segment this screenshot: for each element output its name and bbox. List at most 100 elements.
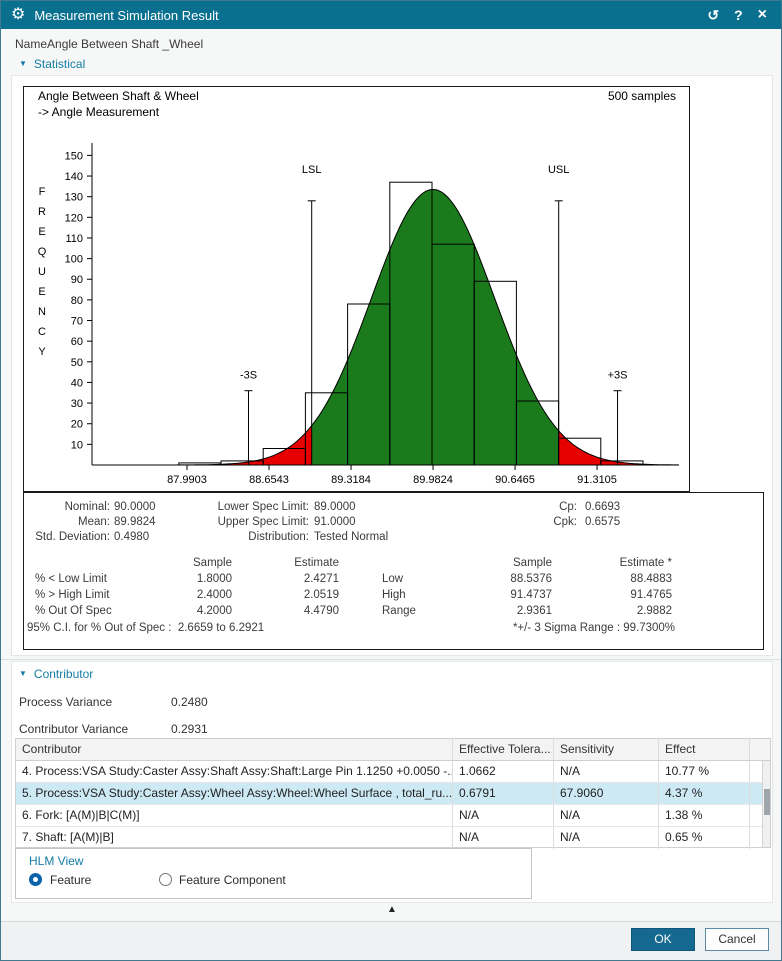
radio-feature-component-label[interactable]: Feature Component <box>179 873 286 887</box>
svg-text:R: R <box>38 206 46 218</box>
svg-text:N: N <box>38 306 46 318</box>
effective-tolerance: 1.0662 <box>453 761 554 782</box>
effect: 4.37 % <box>659 783 750 804</box>
ok-button[interactable]: OK <box>631 928 695 951</box>
contributor-variance-label: Contributor Variance <box>19 722 129 736</box>
svg-text:89.3184: 89.3184 <box>331 474 371 486</box>
cell: 2.9882 <box>636 605 672 617</box>
svg-text:70: 70 <box>71 316 83 328</box>
svg-text:120: 120 <box>65 212 83 224</box>
confidence-interval-line: 95% C.I. for % Out of Spec : 2.6659 to 6… <box>27 622 265 634</box>
svg-text:U: U <box>38 266 46 278</box>
svg-text:130: 130 <box>65 192 83 204</box>
stat-label: Upper Spec Limit: <box>217 516 309 528</box>
svg-text:80: 80 <box>71 295 83 307</box>
svg-text:USL: USL <box>548 164 569 176</box>
stat-value: 0.6693 <box>585 501 621 513</box>
help-icon[interactable]: ? <box>734 7 743 23</box>
col-header-effect[interactable]: Effect <box>659 739 750 760</box>
section-header-contributor[interactable]: ▼ Contributor <box>19 667 93 681</box>
svg-text:91.3105: 91.3105 <box>577 474 617 486</box>
stat-label: Distribution: <box>248 531 309 543</box>
dialog-title: Measurement Simulation Result <box>34 7 219 23</box>
cancel-button[interactable]: Cancel <box>705 928 769 951</box>
svg-text:-> Angle Measurement: -> Angle Measurement <box>38 105 160 119</box>
svg-text:20: 20 <box>71 419 83 431</box>
svg-text:40: 40 <box>71 377 83 389</box>
svg-text:50: 50 <box>71 357 83 369</box>
svg-text:90: 90 <box>71 274 83 286</box>
scrollbar-thumb[interactable] <box>764 789 770 815</box>
cell: 91.4765 <box>630 589 672 601</box>
radio-feature[interactable] <box>29 873 42 886</box>
table-row[interactable]: 7. Shaft: [A(M)|B] N/A N/A 0.65 % <box>16 827 770 849</box>
col-header: Estimate <box>294 557 339 569</box>
footer: OK Cancel <box>1 922 781 960</box>
row-label: High <box>382 589 406 601</box>
stat-value: 89.9824 <box>114 516 156 528</box>
table-scrollbar[interactable] <box>762 761 770 847</box>
measurement-name-label: NameAngle Between Shaft _Wheel <box>15 37 204 51</box>
svg-text:Q: Q <box>38 246 47 258</box>
col-header-effective-tolerance[interactable]: Effective Tolera... <box>453 739 554 760</box>
table-row-selected[interactable]: 5. Process:VSA Study:Caster Assy:Wheel A… <box>16 783 770 805</box>
collapse-caret-icon: ▼ <box>19 59 27 68</box>
effect: 0.65 % <box>659 827 750 849</box>
col-header: Sample <box>513 557 552 569</box>
svg-text:150: 150 <box>65 150 83 162</box>
radio-feature-label[interactable]: Feature <box>50 873 92 887</box>
contributor-table: Contributor Effective Tolera... Sensitiv… <box>15 738 771 849</box>
stat-value: 89.0000 <box>314 501 356 513</box>
sensitivity: 67.9060 <box>554 783 659 804</box>
stat-value: 91.0000 <box>314 516 356 528</box>
effective-tolerance: N/A <box>453 827 554 849</box>
section-separator <box>1 659 781 660</box>
reset-icon[interactable]: ↺ <box>707 7 720 23</box>
stat-label: Mean: <box>78 516 110 528</box>
process-variance-label: Process Variance <box>19 695 113 709</box>
hlm-view-label: HLM View <box>29 854 84 868</box>
close-icon[interactable]: × <box>757 6 767 23</box>
effective-tolerance: 0.6791 <box>453 783 554 804</box>
svg-text:Y: Y <box>38 346 46 358</box>
contributor-name: 6. Fork: [A(M)|B|C(M)] <box>16 805 453 826</box>
col-header: Sample <box>193 557 232 569</box>
row-label: Range <box>382 605 416 617</box>
svg-text:90.6465: 90.6465 <box>495 474 535 486</box>
effect: 10.77 % <box>659 761 750 782</box>
table-row[interactable]: 4. Process:VSA Study:Caster Assy:Shaft A… <box>16 761 770 783</box>
sensitivity: N/A <box>554 827 659 849</box>
stat-value: Tested Normal <box>314 531 389 543</box>
gear-icon: ⚙ <box>11 6 26 23</box>
dialog-collapse-arrow[interactable]: ▲ <box>387 904 397 915</box>
statistics-summary: Nominal: 90.0000 Mean: 89.9824 Std. Devi… <box>23 492 764 650</box>
histogram-chart: 10 20 30 40 50 60 70 80 90 100 110 120 130 140 150 F R E Q… <box>23 86 690 492</box>
radio-feature-component[interactable] <box>159 873 172 886</box>
titlebar: ⚙ Measurement Simulation Result ↺ ? × <box>1 1 781 29</box>
svg-text:140: 140 <box>65 171 83 183</box>
hlm-view-group: HLM View Feature Feature Component <box>15 848 532 899</box>
svg-text:100: 100 <box>65 254 83 266</box>
col-header-sensitivity[interactable]: Sensitivity <box>554 739 659 760</box>
svg-text:-3S: -3S <box>240 370 257 382</box>
svg-text:60: 60 <box>71 336 83 348</box>
cell: 88.4883 <box>630 573 672 585</box>
table-row[interactable]: 6. Fork: [A(M)|B|C(M)] N/A N/A 1.38 % <box>16 805 770 827</box>
row-label: % Out Of Spec <box>35 605 112 617</box>
svg-text:C: C <box>38 326 46 338</box>
row-label: Low <box>382 573 404 585</box>
cell: 4.4790 <box>303 605 339 617</box>
cell: 2.0519 <box>303 589 339 601</box>
svg-text:89.9824: 89.9824 <box>413 474 453 486</box>
cell: 2.4000 <box>196 589 232 601</box>
effective-tolerance: N/A <box>453 805 554 826</box>
stat-label: Std. Deviation: <box>35 531 110 543</box>
cell: 1.8000 <box>196 573 232 585</box>
sigma-range-line: *+/- 3 Sigma Range : 99.7300% <box>512 622 675 634</box>
footer-separator <box>1 921 781 922</box>
svg-text:87.9903: 87.9903 <box>167 474 207 486</box>
col-header-contributor[interactable]: Contributor <box>16 739 453 760</box>
cell: 2.9361 <box>516 605 552 617</box>
section-header-statistical[interactable]: ▼ Statistical <box>19 57 85 71</box>
